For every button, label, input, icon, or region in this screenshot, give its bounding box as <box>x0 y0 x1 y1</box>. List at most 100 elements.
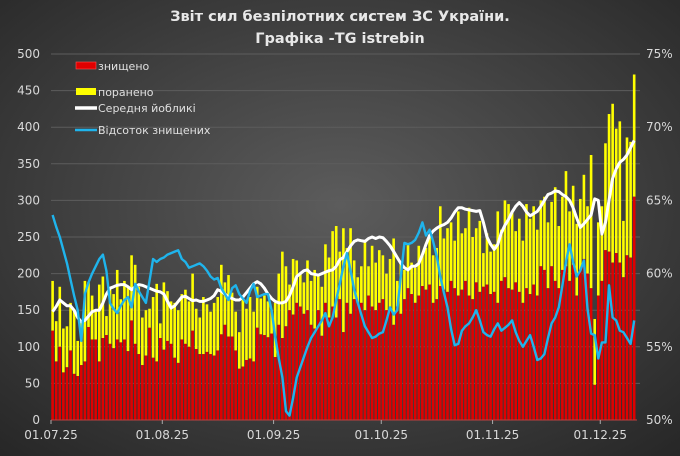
bar-destroyed <box>169 343 173 420</box>
bar-wounded <box>209 311 212 355</box>
bar-wounded <box>392 238 395 325</box>
bar-destroyed <box>101 338 105 420</box>
bar-destroyed <box>579 269 582 420</box>
bar-wounded <box>105 316 108 336</box>
bar-wounded <box>629 141 632 258</box>
bar-destroyed <box>349 313 352 420</box>
bar-wounded <box>166 291 169 341</box>
bar-destroyed <box>148 327 151 420</box>
bar-destroyed <box>51 330 54 420</box>
bar-destroyed <box>130 320 133 420</box>
bar-wounded <box>327 257 331 318</box>
bar-destroyed <box>453 288 456 420</box>
y-tick-label: 450 <box>17 84 40 98</box>
bar-wounded <box>442 238 446 290</box>
bar-destroyed <box>166 340 169 420</box>
bar-wounded <box>263 295 266 336</box>
x-tick-label: 01.07.25 <box>24 428 77 442</box>
bar-wounded <box>51 280 54 331</box>
bar-wounded <box>144 310 148 356</box>
bar-destroyed <box>510 289 514 420</box>
bar-destroyed <box>245 359 248 420</box>
bar-destroyed <box>288 310 291 420</box>
bar-wounded <box>557 226 561 289</box>
bar-destroyed <box>500 280 503 420</box>
bar-wounded <box>313 269 316 329</box>
bar-wounded <box>270 310 273 334</box>
bar-wounded <box>137 286 141 355</box>
bar-destroyed <box>309 324 313 420</box>
bar-destroyed <box>478 291 482 420</box>
bar-wounded <box>417 245 421 296</box>
bar-wounded <box>334 226 338 318</box>
y-tick-label: 300 <box>17 193 40 207</box>
x-axis: 01.07.25 01.08.25 01.09.25 01.10.25 01.11.25… <box>24 419 637 442</box>
bar-wounded <box>413 267 417 303</box>
bar-wounded <box>543 196 546 270</box>
legend-label: Середня йобликі <box>98 102 196 115</box>
bar-destroyed <box>442 289 446 420</box>
bar-wounded <box>500 229 503 281</box>
bar-destroyed <box>108 343 112 420</box>
bar-destroyed <box>363 310 367 420</box>
bar-destroyed <box>126 351 130 420</box>
bar-wounded <box>464 228 467 281</box>
bar-destroyed <box>324 302 327 420</box>
bar-destroyed <box>492 291 496 420</box>
bar-wounded <box>546 222 550 289</box>
bar-wounded <box>550 201 553 267</box>
bar-destroyed <box>352 299 356 420</box>
bar-wounded <box>564 171 568 267</box>
bar-wounded <box>593 318 596 385</box>
bar-destroyed <box>589 288 593 420</box>
bar-wounded <box>482 253 485 287</box>
bar-destroyed <box>97 361 101 420</box>
bar-wounded <box>342 228 345 333</box>
bar-destroyed <box>474 282 478 420</box>
bar-wounded <box>622 220 625 278</box>
bar-wounded <box>223 282 227 325</box>
bar-wounded <box>460 233 464 290</box>
bar-destroyed <box>417 295 421 420</box>
bar-destroyed <box>622 277 625 420</box>
bar-destroyed <box>381 299 385 420</box>
bar-wounded <box>295 260 299 303</box>
y-tick-label: 350 <box>17 157 40 171</box>
lines <box>51 139 636 417</box>
bar-wounded <box>187 301 191 347</box>
bar-wounded <box>87 282 90 328</box>
bar-destroyed <box>406 288 410 420</box>
bar-destroyed <box>176 362 180 420</box>
bar-destroyed <box>435 299 439 420</box>
bar-destroyed <box>223 324 227 420</box>
bar-destroyed <box>205 351 209 420</box>
bar-destroyed <box>80 365 83 420</box>
bar-destroyed <box>187 346 191 420</box>
bar-wounded <box>582 174 586 259</box>
bar-destroyed <box>539 266 543 420</box>
bar-wounded <box>600 206 604 281</box>
bar-destroyed <box>568 280 571 420</box>
bar-destroyed <box>446 291 449 420</box>
bar-destroyed <box>198 354 202 420</box>
bar-wounded <box>377 250 381 303</box>
legend-item-percent: Відсоток знищених <box>75 124 211 137</box>
bar-wounded <box>471 237 474 300</box>
bar-destroyed <box>399 313 403 420</box>
bar-destroyed <box>83 361 87 420</box>
bar-wounded <box>428 235 431 285</box>
bar-wounded <box>180 294 184 340</box>
bar-wounded <box>385 273 388 311</box>
bar-wounded <box>227 275 230 337</box>
bar-wounded <box>281 251 284 339</box>
bar-destroyed <box>370 306 374 420</box>
bar-destroyed <box>518 291 521 420</box>
bar-destroyed <box>485 284 489 420</box>
bar-destroyed <box>241 366 245 420</box>
legend-item-destroyed: знищено <box>75 60 150 73</box>
bar-wounded <box>255 286 259 328</box>
bar-destroyed <box>600 280 604 420</box>
bar-wounded <box>618 121 622 263</box>
y2-tick-label: 50% <box>646 413 673 427</box>
bar-destroyed <box>460 289 464 420</box>
